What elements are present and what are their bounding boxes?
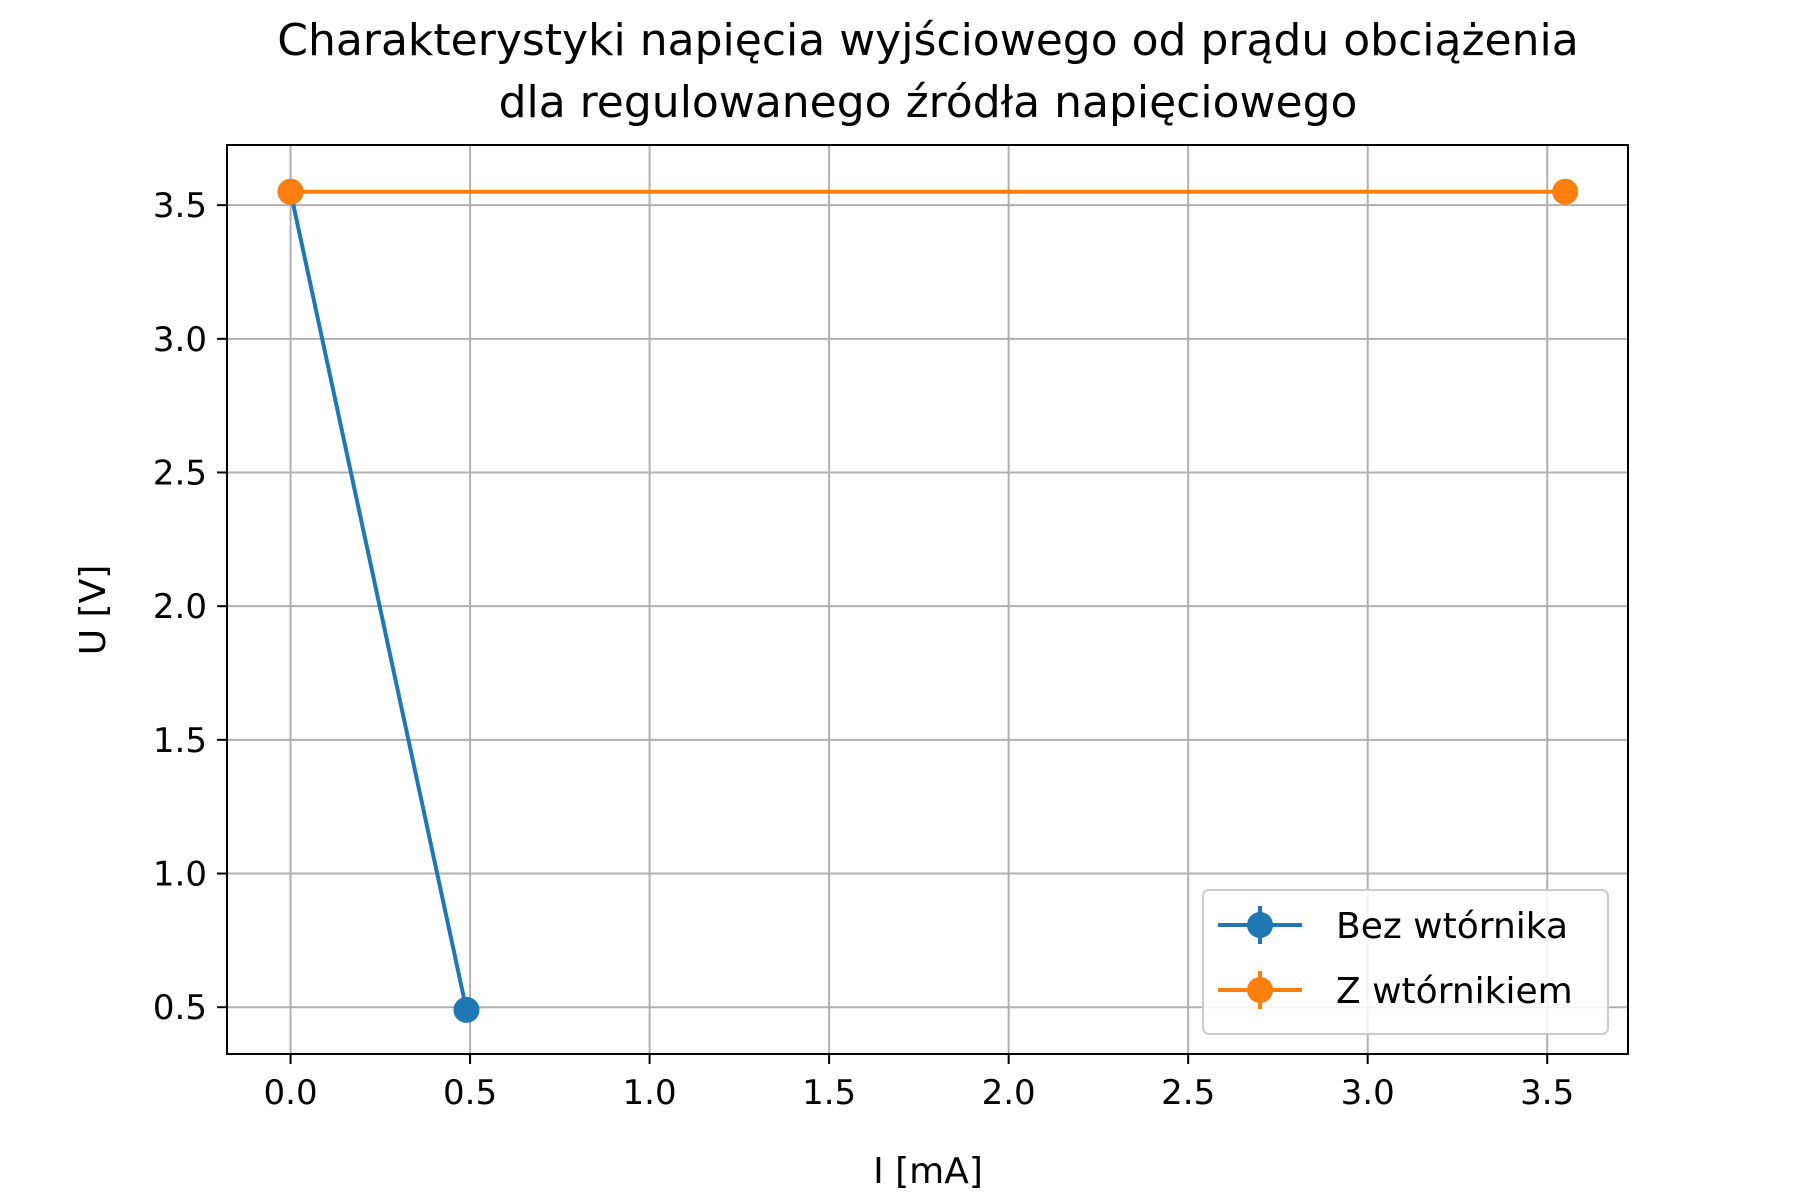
- data-point-z-wtornikiem: [1552, 178, 1579, 205]
- series-line-bez-wtornika: [288, 191, 469, 1011]
- ticks: 0.0 0.5 1.0 1.5 2.0 2.5 3.0 3.5 0.5 1.0 1.5 2.0 2.5 3…: [153, 186, 1574, 1113]
- x-axis-label: I [mA]: [873, 1151, 983, 1192]
- legend: Bez wtórnika Z wtórnikiem: [1202, 889, 1609, 1035]
- data-point-bez-wtornika: [453, 996, 480, 1023]
- y-tick-label: 3.0: [153, 320, 207, 360]
- x-tick-label: 3.5: [1520, 1073, 1574, 1113]
- legend-label-z-wtornikiem: Z wtórnikiem: [1336, 971, 1573, 1012]
- chart-title-line-1: Charakterystyki napięcia wyjściowego od …: [277, 15, 1578, 66]
- plot-frame: [226, 144, 1629, 1055]
- x-tick-label: 1.0: [623, 1073, 677, 1113]
- x-tick-label: 3.0: [1341, 1073, 1395, 1113]
- legend-marker-point-bez-wtornika: [1247, 912, 1273, 938]
- legend-label-bez-wtornika: Bez wtórnika: [1336, 906, 1568, 947]
- x-tick-label: 1.5: [802, 1073, 856, 1113]
- x-tick-label: 0.0: [264, 1073, 318, 1113]
- y-axis-label: U [V]: [73, 565, 114, 656]
- series-layer: [277, 178, 1579, 1023]
- y-tick-label: 1.0: [153, 855, 207, 895]
- legend-box: [1202, 889, 1609, 1035]
- chart-title-line-2: dla regulowanego źródła napięciowego: [499, 77, 1358, 128]
- data-point-z-wtornikiem: [277, 178, 304, 205]
- y-tick-label: 2.5: [153, 454, 207, 494]
- x-tick-label: 2.5: [1161, 1073, 1215, 1113]
- y-tick-label: 0.5: [153, 988, 207, 1028]
- y-tick-label: 1.5: [153, 721, 207, 761]
- legend-marker-point-z-wtornikiem: [1247, 977, 1273, 1003]
- y-tick-label: 2.0: [153, 587, 207, 627]
- x-tick-label: 2.0: [982, 1073, 1036, 1113]
- grid: [227, 145, 1628, 1054]
- x-tick-label: 0.5: [443, 1073, 497, 1113]
- y-tick-label: 3.5: [153, 186, 207, 226]
